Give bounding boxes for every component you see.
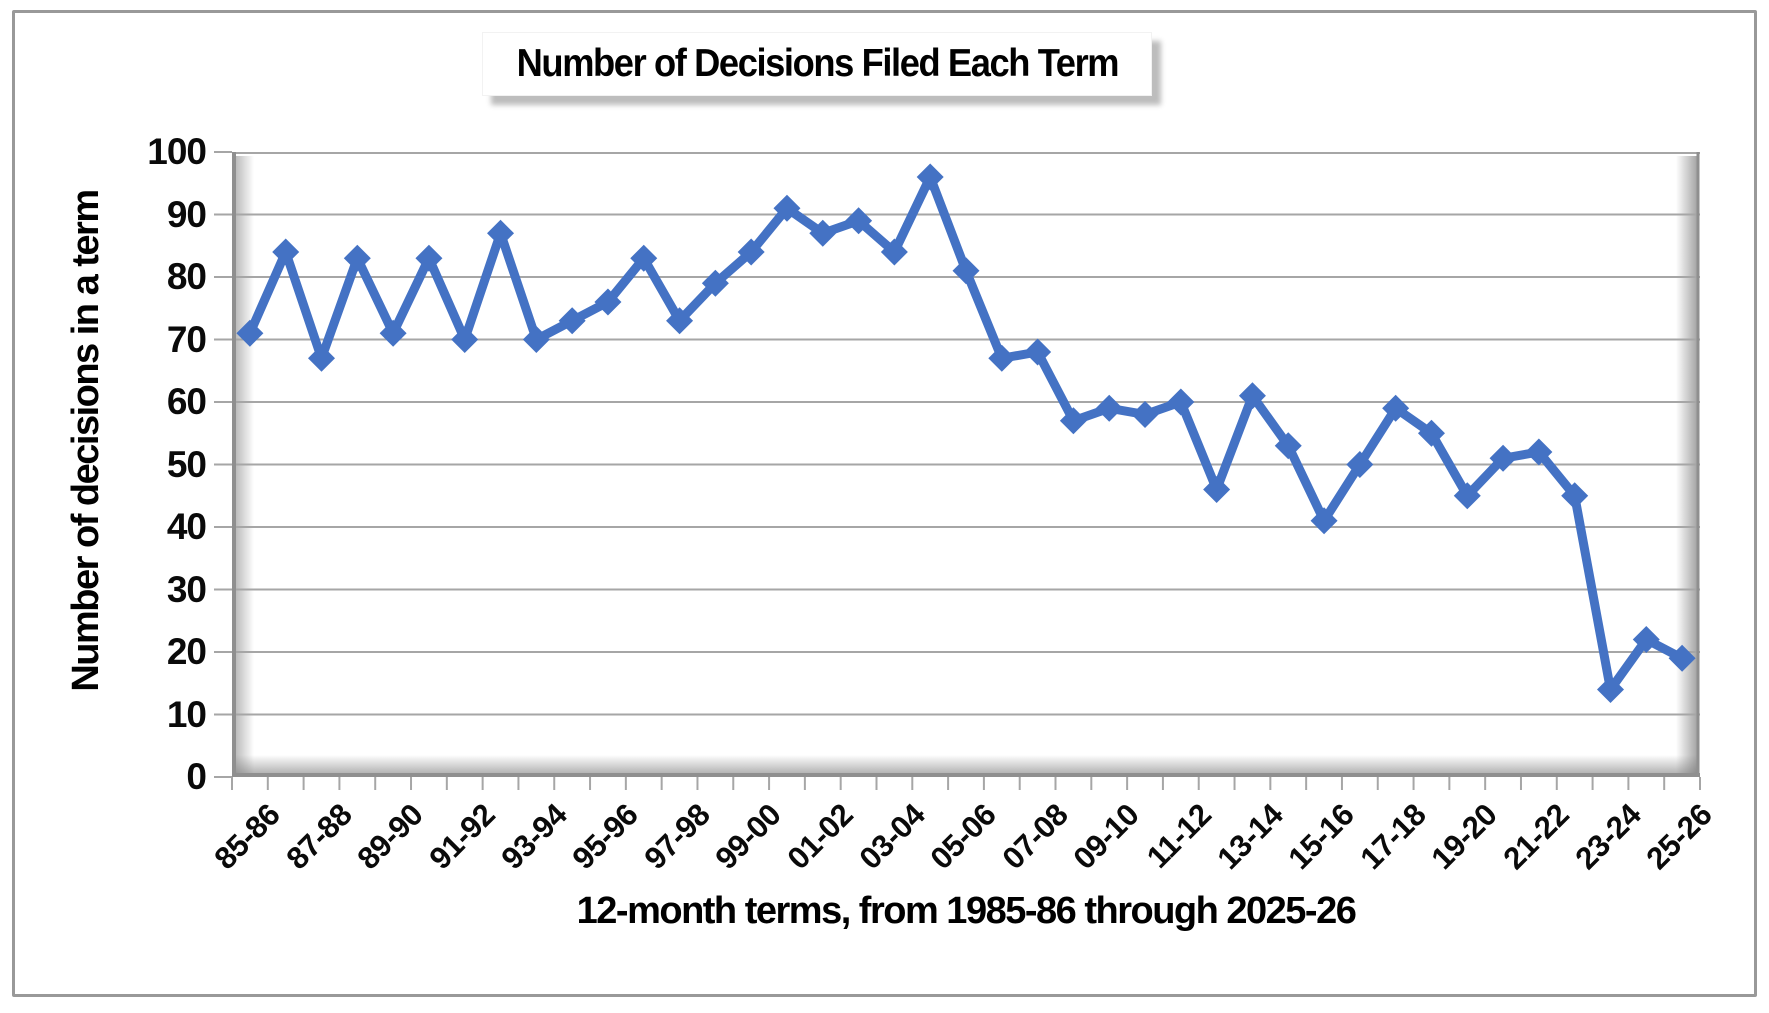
data-point-08-09 <box>1059 407 1087 435</box>
data-point-07-08 <box>1024 338 1052 366</box>
data-point-02-03 <box>845 207 873 235</box>
y-tick-label-0: 0 <box>186 756 207 797</box>
x-tick-label-09-10: 09-10 <box>1066 797 1146 877</box>
x-tick-label-17-18: 17-18 <box>1353 797 1433 877</box>
data-point-87-88 <box>308 344 336 372</box>
data-point-88-89 <box>343 244 371 272</box>
data-point-24-25 <box>1632 626 1660 653</box>
data-point-05-06 <box>952 257 980 285</box>
y-tick-label-20: 20 <box>166 631 207 672</box>
x-tick-label-89-90: 89-90 <box>350 797 430 877</box>
data-point-00-01 <box>773 194 801 222</box>
y-tick-label-10: 10 <box>166 693 207 735</box>
y-tick-label-90: 90 <box>166 193 207 235</box>
data-point-13-14 <box>1238 382 1266 410</box>
data-point-99-00 <box>737 238 765 266</box>
x-tick-label-23-24: 23-24 <box>1568 797 1648 877</box>
data-point-90-91 <box>415 244 443 272</box>
x-tick-label-25-26: 25-26 <box>1639 797 1719 877</box>
data-point-86-87 <box>272 238 300 266</box>
data-point-98-99 <box>701 269 729 297</box>
x-tick-label-07-08: 07-08 <box>995 797 1075 877</box>
data-point-22-23 <box>1561 482 1589 510</box>
data-point-21-22 <box>1525 438 1553 466</box>
data-point-09-10 <box>1095 394 1123 422</box>
chart-title-box: Number of Decisions Filed Each Term <box>482 32 1152 96</box>
plot-bevel-bottom <box>234 755 1698 773</box>
data-point-19-20 <box>1453 482 1481 510</box>
data-point-12-13 <box>1203 476 1231 503</box>
x-tick-label-01-02: 01-02 <box>780 797 860 877</box>
x-tick-label-97-98: 97-98 <box>637 797 717 877</box>
data-point-06-07 <box>988 344 1016 372</box>
x-tick-label-05-06: 05-06 <box>923 797 1003 877</box>
x-tick-label-11-12: 11-12 <box>1139 797 1218 875</box>
x-tick-label-19-20: 19-20 <box>1424 797 1505 877</box>
data-point-01-02 <box>809 219 837 247</box>
x-tick-label-95-96: 95-96 <box>565 797 645 877</box>
data-point-89-90 <box>379 319 407 347</box>
data-point-85-86 <box>236 319 264 347</box>
data-point-95-96 <box>594 288 622 316</box>
data-point-94-95 <box>558 307 586 335</box>
data-point-97-98 <box>666 307 694 335</box>
x-tick-label-91-92: 91-92 <box>422 797 502 877</box>
y-tick-label-80: 80 <box>166 256 207 297</box>
data-line <box>245 172 1687 694</box>
data-point-10-11 <box>1131 401 1159 428</box>
x-tick-label-85-86: 85-86 <box>207 797 287 877</box>
x-tick-label-13-14: 13-14 <box>1210 797 1290 877</box>
y-tick-label-60: 60 <box>166 381 207 422</box>
data-point-96-97 <box>630 244 658 272</box>
y-tick-label-100: 100 <box>147 131 207 172</box>
y-tick-label-40: 40 <box>166 506 207 547</box>
data-point-18-19 <box>1417 419 1445 447</box>
data-point-92-93 <box>487 219 515 247</box>
x-axis-title: 12-month terms, from 1985-86 through 202… <box>576 890 1357 932</box>
data-point-03-04 <box>880 238 908 266</box>
data-point-15-16 <box>1310 507 1338 535</box>
plot-svg <box>214 151 1701 790</box>
x-tick-label-87-88: 87-88 <box>279 797 359 877</box>
data-point-23-24 <box>1596 676 1624 703</box>
data-point-11-12 <box>1167 388 1195 416</box>
data-point-17-18 <box>1382 394 1410 422</box>
x-tick-label-03-04: 03-04 <box>852 797 932 877</box>
data-point-91-92 <box>451 326 479 353</box>
data-point-93-94 <box>522 326 550 353</box>
data-point-20-21 <box>1489 444 1517 472</box>
plot-area <box>214 151 1701 790</box>
x-tick-label-15-16: 15-16 <box>1281 797 1361 877</box>
y-tick-label-50: 50 <box>166 443 207 485</box>
data-point-14-15 <box>1274 432 1302 460</box>
chart-title: Number of Decisions Filed Each Term <box>516 42 1119 85</box>
x-tick-label-93-94: 93-94 <box>494 797 574 877</box>
x-tick-label-21-22: 21-22 <box>1496 797 1576 877</box>
data-point-16-17 <box>1346 451 1374 478</box>
x-tick-label-99-00: 99-00 <box>708 797 788 877</box>
data-point-25-26 <box>1668 644 1696 672</box>
y-tick-label-30: 30 <box>166 568 207 610</box>
y-tick-label-70: 70 <box>166 318 207 360</box>
data-point-04-05 <box>916 163 944 191</box>
